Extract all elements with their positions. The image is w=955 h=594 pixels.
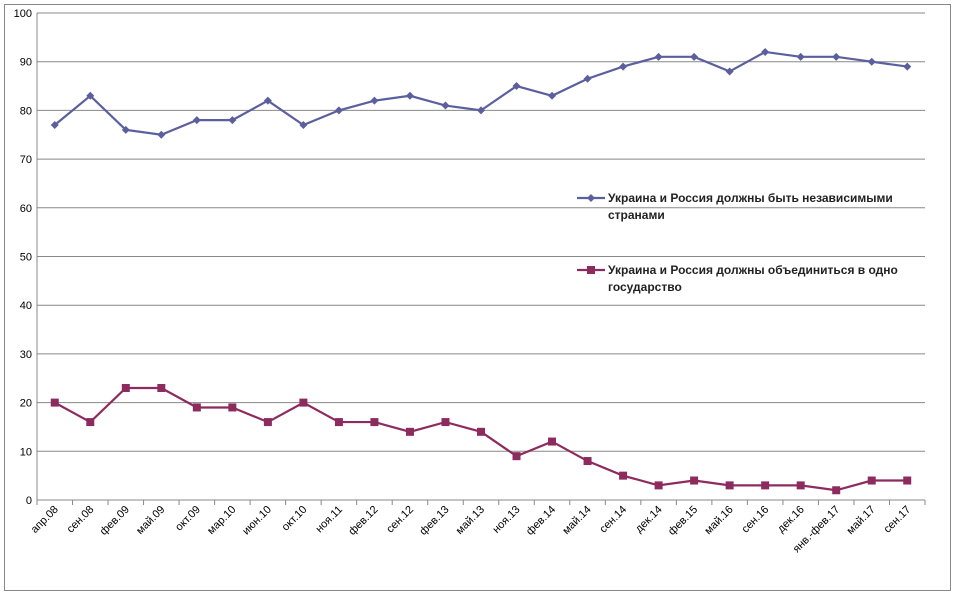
legend-marker [587,194,595,202]
data-point [405,427,414,436]
y-tick-label: 100 [14,8,32,20]
data-point [832,486,841,495]
data-point [512,82,521,91]
data-point [263,96,272,105]
data-point [263,418,272,427]
legend-marker [587,266,595,274]
data-point [619,62,628,71]
data-point [548,437,557,446]
data-point [157,383,166,392]
data-point [512,452,521,461]
y-tick-label: 0 [26,495,32,507]
legend-label: странами [608,208,665,222]
y-tick-label: 70 [20,154,32,166]
data-point [477,427,485,436]
data-point [654,52,663,61]
data-point [405,91,414,100]
legend-label: Украина и Россия должны объединиться в о… [608,263,898,277]
data-point [299,121,308,130]
data-point [690,52,699,61]
y-tick-label: 40 [20,300,32,312]
data-point [796,481,805,490]
data-point [86,91,95,100]
data-point [619,471,628,480]
data-point [121,125,130,134]
data-point [86,418,95,427]
data-point [903,62,912,71]
data-point [157,130,166,139]
data-point [477,106,485,115]
legend-label: Украина и Россия должны быть независимым… [608,191,893,205]
data-point [192,403,201,412]
data-point [867,476,876,485]
data-point [654,481,663,490]
y-tick-label: 30 [20,349,32,361]
data-point [370,418,379,427]
y-tick-label: 60 [20,203,32,215]
data-point [121,383,130,392]
data-point [867,57,876,66]
y-tick-label: 90 [20,57,32,69]
data-point [761,481,770,490]
data-point [690,476,699,485]
y-tick-label: 20 [20,398,32,410]
data-point [903,476,912,485]
data-point [832,52,841,61]
data-point [725,67,734,76]
data-point [50,121,59,130]
data-point [796,52,805,61]
data-point [583,457,592,466]
data-point [370,96,379,105]
data-point [228,116,237,125]
data-point [441,418,450,427]
data-point [334,106,343,115]
data-point [761,47,770,56]
data-point [548,91,557,100]
legend-label: государство [608,280,682,294]
data-point [441,101,450,110]
data-point [192,116,201,125]
chart-border [4,4,951,591]
data-point [583,74,592,83]
data-point [50,398,59,407]
data-point [228,403,237,412]
data-point [334,418,343,427]
y-tick-label: 50 [20,252,32,264]
y-tick-label: 80 [20,105,32,117]
data-point [299,398,308,407]
y-tick-label: 10 [20,446,32,458]
data-point [725,481,734,490]
